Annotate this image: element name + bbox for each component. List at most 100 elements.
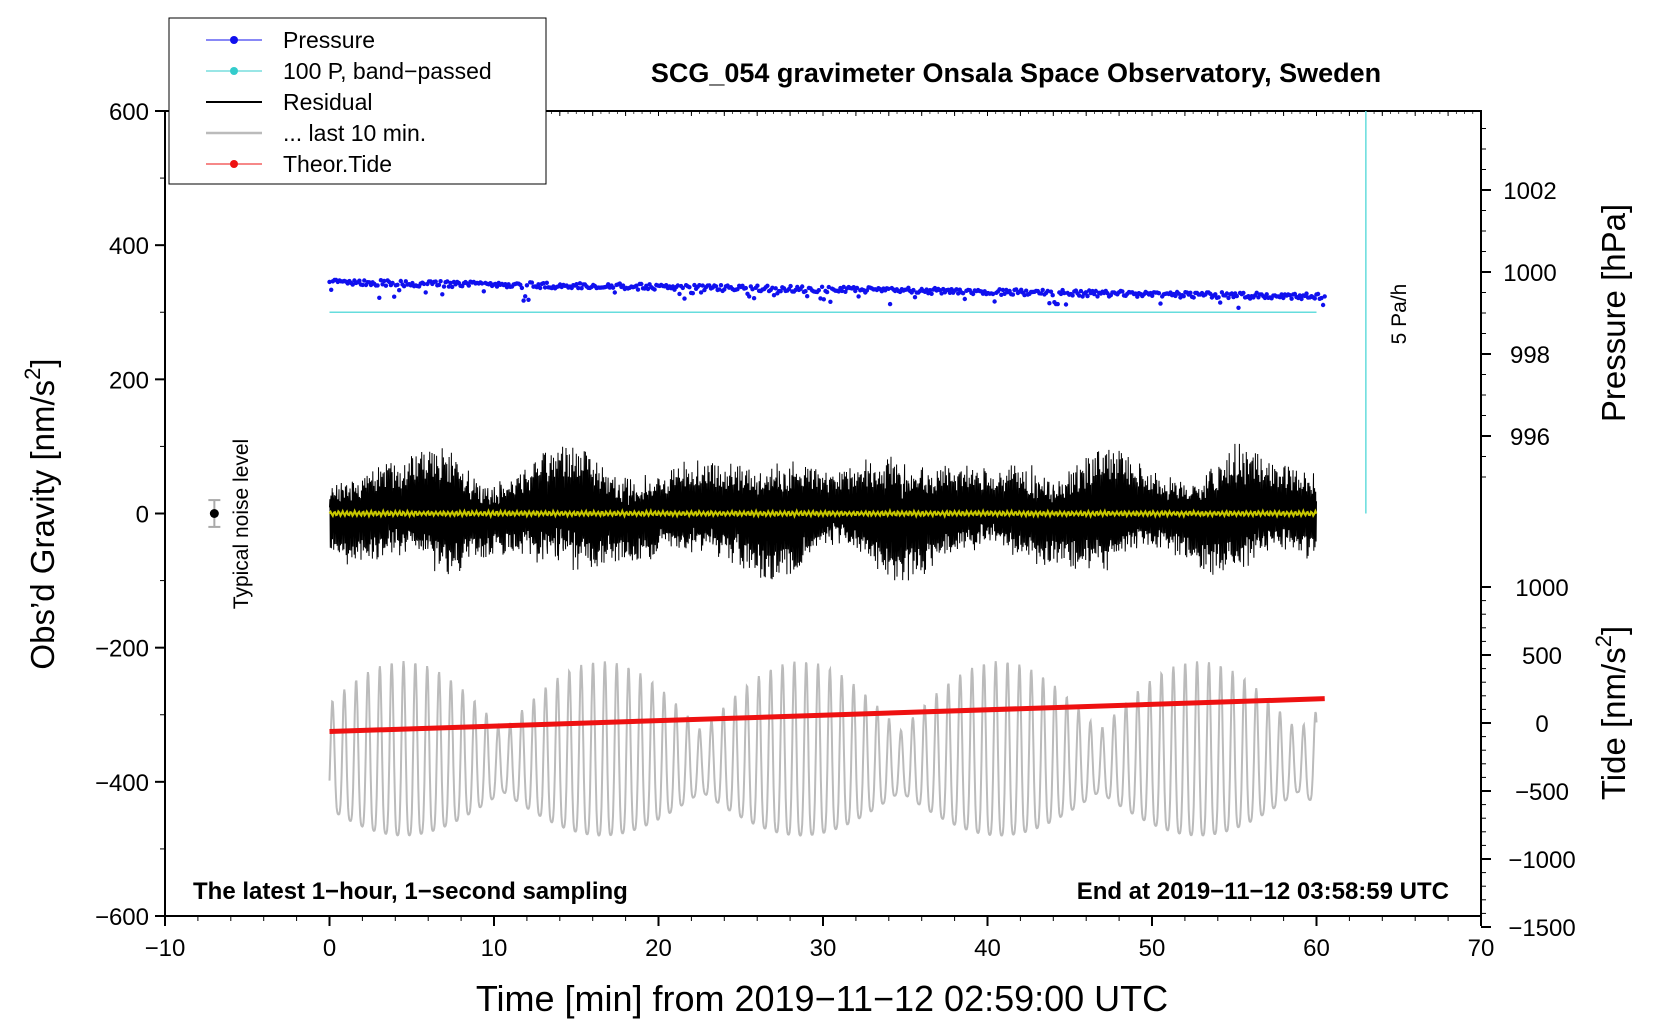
pressure-point [1216,295,1221,300]
pressure-point [519,285,525,291]
pressure-point [401,284,407,289]
y-tick-label: −200 [95,636,149,663]
pressure-point [929,291,934,296]
pressure-point [574,282,579,287]
pressure-point [448,280,453,286]
pressure-point [639,281,644,287]
pressure-point [398,278,403,284]
pressure-point [1254,290,1259,295]
pressure-point [1236,305,1241,310]
pressure-point [1058,291,1064,297]
pressure-point [1150,293,1155,298]
x-tick-label: 70 [1468,935,1495,962]
residual-smoothed-series [328,507,1318,520]
tide-axis-label: Tide [nm/s2] [1591,626,1632,800]
pressure-point [771,293,777,298]
pressure-point [606,282,611,287]
pressure-point [1289,296,1294,301]
legend-label-1: 100 P, band−passed [283,58,492,84]
pressure-point [378,278,384,283]
pressure-point [576,285,581,291]
pressure-point [403,279,408,284]
pressure-point [765,283,770,288]
annotation-noise-level: Typical noise level [230,439,253,609]
pressure-point [1158,301,1163,306]
pressure-point [1319,295,1324,301]
pressure-point [1173,293,1178,299]
pressure-point [887,301,893,307]
tide-axis-ticks: −1500 −1000 −500 0 500 1000 [1481,575,1576,942]
chart-title: SCG_054 gravimeter Onsala Space Observat… [651,58,1381,88]
pressure-point [579,286,584,291]
pressure-point [362,278,367,283]
y-axis-label-main: Obs’d Gravity [nm/s [24,380,61,670]
pressure-point [1062,290,1067,296]
annotation-sampling: The latest 1−hour, 1−second sampling [193,878,628,905]
x-tick-label: 40 [974,935,1001,962]
theoretical-tide-series [329,696,1325,735]
pressure-point [747,294,752,299]
pressure-point [841,284,846,290]
pressure-point [1287,293,1293,298]
pressure-point [828,299,833,304]
pressure-point [1224,291,1230,296]
pressure-point [839,288,845,294]
pressure-point [1231,294,1236,300]
pressure-point [949,287,954,292]
pressure-point [380,282,385,287]
pressure-point [382,278,387,284]
legend-label-4: Theor.Tide [283,151,392,177]
pressure-point [635,287,641,292]
pressure-point [836,289,841,294]
pressure-point [620,283,626,288]
pressure-point [1070,293,1075,298]
pressure-point [755,283,760,288]
pressure-point [824,289,830,295]
pressure-point [397,288,402,293]
pressure-point [542,285,548,290]
pressure-point [956,291,961,296]
pressure-point [612,290,617,295]
tide-tick-label: 0 [1535,711,1548,738]
pressure-point [1218,300,1223,305]
pressure-point [445,279,450,284]
pressure-point [523,294,528,299]
pressure-point [675,283,680,288]
pressure-point [450,284,455,290]
pressure-point [1048,289,1054,294]
pressure-point [440,292,445,297]
pressure-point [821,297,826,302]
pressure-point [911,287,916,293]
pressure-point [773,286,778,291]
tide-tick-label: −1500 [1508,915,1575,942]
pressure-point [395,282,400,287]
pressure-point [690,291,695,296]
pressure-point [1181,294,1186,299]
pressure-point [677,291,682,297]
pressure-point [856,294,861,299]
pressure-point [1085,293,1090,299]
pressure-point [1022,292,1027,298]
pressure-point [390,280,395,286]
y-axis-label-tail: ] [24,358,61,367]
pressure-point [735,287,740,292]
pressure-point [886,286,891,291]
pressure-point [713,284,719,289]
pressure-point [1050,293,1055,298]
pressure-point [805,294,810,299]
last-10-min-series [328,661,1318,837]
pressure-point [1322,294,1327,299]
annotation-end-time: End at 2019−11−12 03:58:59 UTC [1077,878,1449,905]
pressure-point [1156,291,1162,296]
pressure-point [1279,292,1284,297]
pressure-point [770,285,775,290]
pressure-tick-label: 996 [1510,424,1550,451]
pressure-point [954,287,959,292]
pressure-point [1047,301,1052,306]
pressure-point [750,287,755,292]
pressure-point [717,287,722,292]
pressure-point [423,290,428,295]
pressure-point [826,284,831,290]
pressure-point [1014,287,1019,292]
pressure-point [960,291,966,296]
